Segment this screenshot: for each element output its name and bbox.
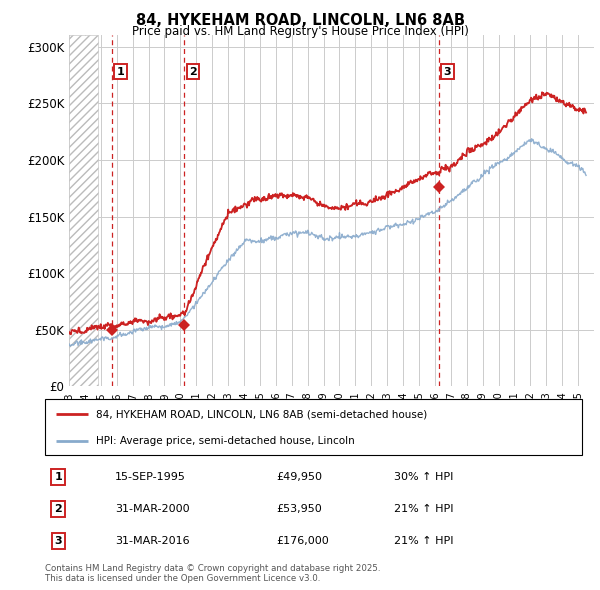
Text: 2: 2 — [189, 67, 197, 77]
Text: 3: 3 — [55, 536, 62, 546]
Text: 31-MAR-2000: 31-MAR-2000 — [115, 504, 190, 514]
Text: 21% ↑ HPI: 21% ↑ HPI — [394, 504, 454, 514]
Text: 31-MAR-2016: 31-MAR-2016 — [115, 536, 190, 546]
Text: 2: 2 — [55, 504, 62, 514]
Text: 1: 1 — [55, 472, 62, 482]
Text: 84, HYKEHAM ROAD, LINCOLN, LN6 8AB (semi-detached house): 84, HYKEHAM ROAD, LINCOLN, LN6 8AB (semi… — [96, 409, 427, 419]
Text: 30% ↑ HPI: 30% ↑ HPI — [394, 472, 454, 482]
Text: £176,000: £176,000 — [276, 536, 329, 546]
Text: HPI: Average price, semi-detached house, Lincoln: HPI: Average price, semi-detached house,… — [96, 436, 355, 446]
Text: 21% ↑ HPI: 21% ↑ HPI — [394, 536, 454, 546]
Text: 1: 1 — [117, 67, 125, 77]
Text: 3: 3 — [443, 67, 451, 77]
Text: 15-SEP-1995: 15-SEP-1995 — [115, 472, 185, 482]
Text: £53,950: £53,950 — [276, 504, 322, 514]
Text: Price paid vs. HM Land Registry's House Price Index (HPI): Price paid vs. HM Land Registry's House … — [131, 25, 469, 38]
Text: 84, HYKEHAM ROAD, LINCOLN, LN6 8AB: 84, HYKEHAM ROAD, LINCOLN, LN6 8AB — [136, 13, 464, 28]
Text: Contains HM Land Registry data © Crown copyright and database right 2025.
This d: Contains HM Land Registry data © Crown c… — [45, 563, 380, 583]
Text: £49,950: £49,950 — [276, 472, 322, 482]
